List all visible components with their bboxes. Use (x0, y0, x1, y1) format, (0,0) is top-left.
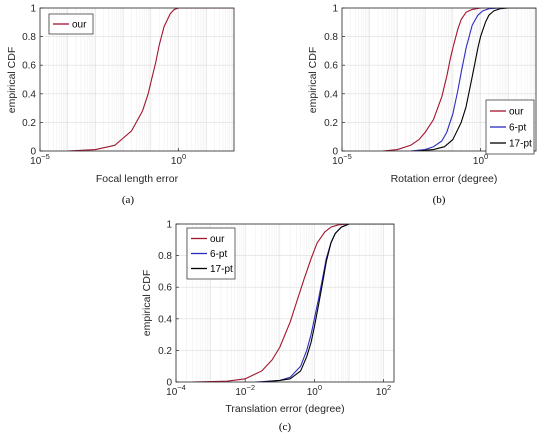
y-tick-label: 0.4 (324, 89, 338, 100)
legend-label: our (509, 107, 524, 118)
legend-label: 6-pt (509, 123, 526, 134)
legend-label: 17-pt (509, 139, 532, 150)
legend: our (48, 13, 94, 35)
x-tick-label: 10−2 (235, 383, 255, 398)
y-tick-label: 0.6 (158, 283, 172, 294)
series-line-our (382, 8, 536, 151)
y-tick-label: 1 (166, 220, 172, 231)
y-tick-label: 0.6 (324, 61, 338, 72)
y-tick-label: 1 (30, 4, 36, 15)
x-tick-label: 100 (307, 383, 322, 398)
chart-panel-c: 00.20.40.60.81 10−4 10−2 100 102 Translatio… (141, 220, 395, 433)
y-tick-label: 0.2 (158, 346, 172, 357)
panel-label: (a) (122, 194, 135, 206)
series-line-17-pt (261, 224, 394, 382)
y-tick-label: 0 (332, 147, 338, 158)
y-tick-label: 0.8 (324, 32, 338, 43)
series-lines (192, 224, 394, 382)
legend-label: our (210, 234, 225, 245)
x-axis-label: Rotation error (degree) (391, 173, 498, 185)
legend-label: 6-pt (210, 249, 227, 260)
series-line-our (67, 8, 234, 151)
y-tick-label: 0.4 (158, 314, 172, 325)
y-ticks: 0 0.2 0.4 0.6 0.8 1 (158, 220, 179, 389)
series-line-our (192, 224, 394, 382)
axes-box (39, 7, 235, 152)
y-tick-label: 0.4 (22, 89, 36, 100)
y-tick-label: 0.6 (22, 61, 36, 72)
x-tick-label: 100 (171, 152, 186, 167)
axes-box (175, 223, 395, 383)
panel-label: (c) (279, 421, 292, 433)
chart-panel-a: 00.20.40.60.81 10−5 100 Focal length erro… (6, 4, 235, 206)
series-line-17-pt (416, 8, 536, 151)
y-tick-label: 0.8 (22, 32, 36, 43)
y-tick-label: 1 (332, 4, 338, 15)
chart-panel-b: 00.20.40.60.81 10−5 100 Rotation error (d… (307, 4, 537, 206)
legend: our 6-pt 17-pt (485, 99, 535, 155)
y-tick-label: 0.2 (22, 118, 36, 129)
series-lines (382, 8, 536, 151)
series-line-6-pt (410, 8, 536, 151)
legend-box (48, 13, 94, 35)
legend-label: 17-pt (210, 264, 233, 275)
axes-box (341, 7, 537, 152)
y-ticks: 0 0.2 0.4 0.6 0.8 1 (324, 4, 345, 158)
x-tick-label: 102 (376, 383, 391, 398)
y-axis-label: empirical CDF (307, 47, 319, 114)
x-axis-label: Translation error (degree) (225, 403, 344, 415)
series-lines (67, 8, 234, 151)
y-ticks: 0 0.2 0.4 0.6 0.8 1 (22, 4, 43, 158)
y-axis-label: empirical CDF (141, 270, 153, 337)
panel-label: (b) (433, 194, 446, 206)
legend: our 6-pt 17-pt (186, 227, 236, 280)
y-tick-label: 0 (30, 147, 36, 158)
x-axis-label: Focal length error (96, 173, 179, 185)
y-axis-label: empirical CDF (6, 47, 18, 114)
y-tick-label: 0 (166, 378, 172, 389)
grid (341, 7, 537, 152)
y-tick-label: 0.2 (324, 118, 338, 129)
legend-label: our (72, 20, 87, 31)
y-tick-label: 0.8 (158, 251, 172, 262)
